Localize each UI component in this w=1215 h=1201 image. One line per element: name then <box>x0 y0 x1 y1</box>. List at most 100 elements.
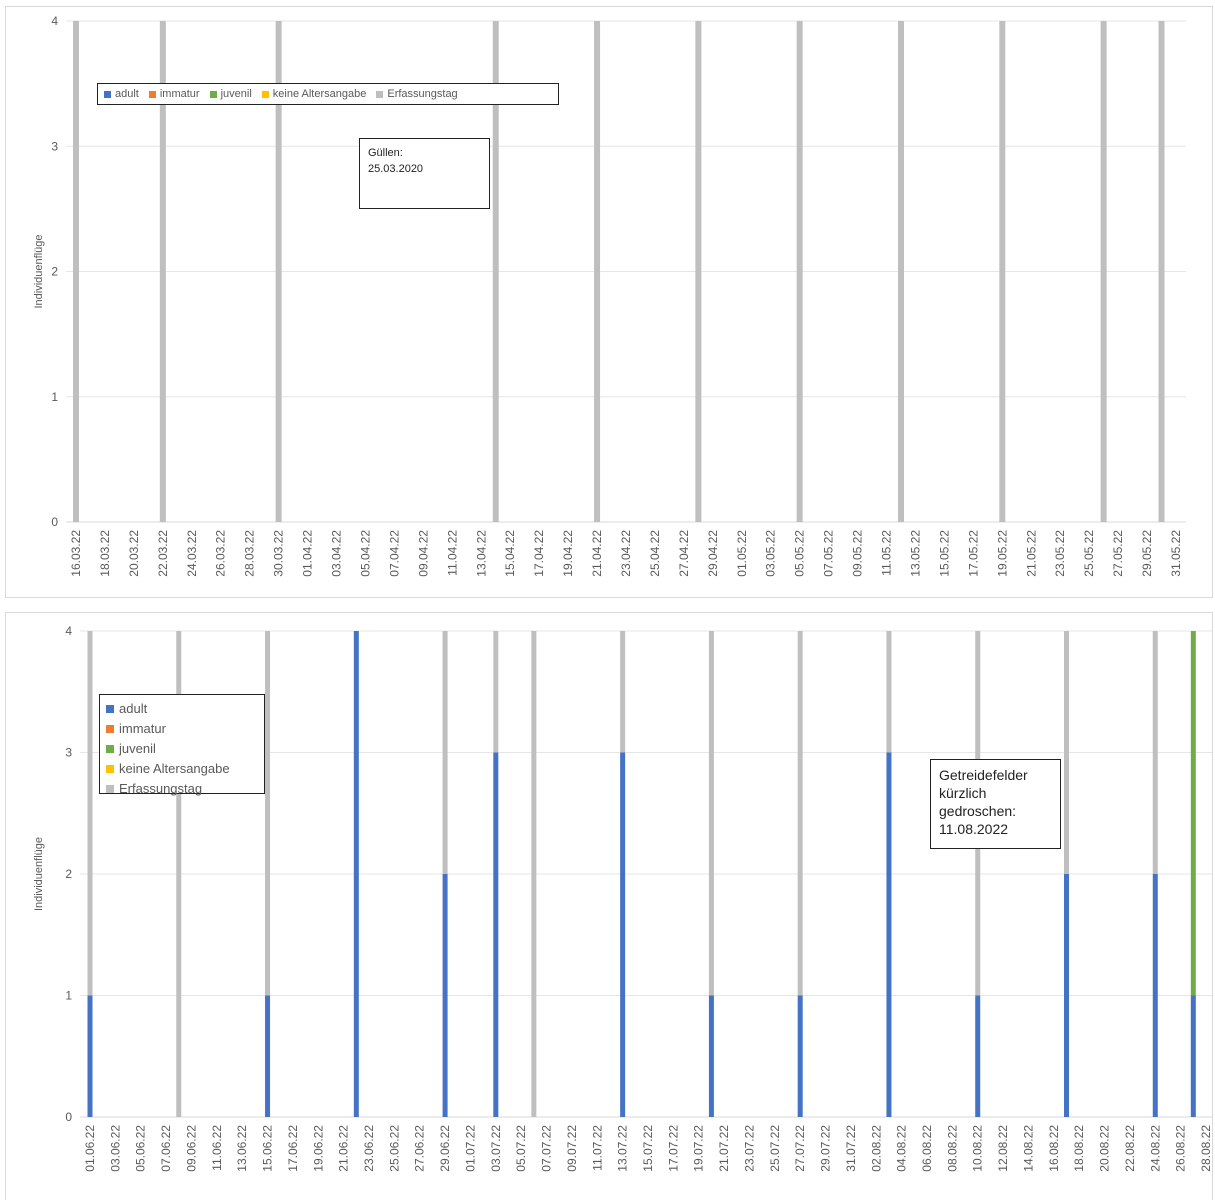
legend-swatch-immatur <box>106 725 114 733</box>
top-xtick-label-6: 28.03.22 <box>243 530 257 577</box>
bottom-xtick-label-14: 29.06.22 <box>438 1125 452 1172</box>
top-ytick-label-2: 2 <box>51 265 58 279</box>
bottom-y-axis-label: Individuenflüge <box>33 837 45 911</box>
bottom-ytick-label-4: 4 <box>65 624 72 638</box>
bottom-bar-erfassungstag-24.08.22 <box>1152 631 1158 874</box>
top-xtick-label-12: 09.04.22 <box>416 530 430 577</box>
bottom-xtick-label-29: 29.07.22 <box>819 1125 833 1172</box>
bottom-bar-adult-15.06.22 <box>265 995 271 1117</box>
bottom-xtick-label-28: 27.07.22 <box>793 1125 807 1172</box>
top-ytick-label-3: 3 <box>51 139 58 153</box>
bottom-bar-adult-13.07.22 <box>620 752 626 1117</box>
bottom-xtick-label-44: 28.08.22 <box>1199 1125 1212 1172</box>
bottom-bar-erfassungstag-01.06.22 <box>87 631 93 996</box>
top-xtick-label-30: 15.05.22 <box>937 530 951 577</box>
top-bar-erfassungstag-30.03.22 <box>275 21 282 522</box>
legend-label-erfassungstag: Erfassungstag <box>387 88 458 100</box>
bottom-xtick-label-38: 16.08.22 <box>1047 1125 1061 1172</box>
bottom-xtick-label-41: 22.08.22 <box>1123 1125 1137 1172</box>
top-xtick-label-25: 05.05.22 <box>793 530 807 577</box>
bottom-bar-erfassungstag-08.06.22 <box>176 631 182 1117</box>
chart-panel-bottom: 0 1 2 3 4 Individuenflüge 01.06.22 03.06.22 05.0… <box>5 612 1213 1200</box>
top-xtick-label-26: 07.05.22 <box>822 530 836 577</box>
top-xtick-label-11: 07.04.22 <box>387 530 401 577</box>
legend-swatch-keine-altersangabe <box>106 765 114 773</box>
bottom-ytick-label-2: 2 <box>65 867 72 881</box>
bottom-xtick-label-16: 03.07.22 <box>489 1125 503 1172</box>
legend-label-juvenil: juvenil <box>220 88 252 100</box>
bottom-bar-erfassungstag-03.07.22 <box>493 631 499 753</box>
top-xtick-label-21: 27.04.22 <box>677 530 691 577</box>
annotation-getreidefelder-line-3: 11.08.2022 <box>939 821 1009 837</box>
top-bar-erfassungstag-26.05.22 <box>1100 21 1107 522</box>
bottom-xtick-label-30: 31.07.22 <box>844 1125 858 1172</box>
bottom-xtick-label-24: 19.07.22 <box>692 1125 706 1172</box>
bottom-bar-erfassungstag-20.07.22 <box>708 631 714 996</box>
legend-item-juvenil: juvenil <box>209 88 252 100</box>
legend-label-immatur: immatur <box>119 721 166 736</box>
bottom-xtick-label-31: 02.08.22 <box>869 1125 883 1172</box>
bottom-xtick-label-22: 15.07.22 <box>641 1125 655 1172</box>
bottom-xtick-label-26: 23.07.22 <box>742 1125 756 1172</box>
bottom-xtick-label-20: 11.07.22 <box>590 1125 604 1171</box>
top-xtick-label-29: 13.05.22 <box>908 530 922 577</box>
top-xtick-label-7: 30.03.22 <box>272 530 286 577</box>
bottom-xtick-label-5: 11.06.22 <box>210 1125 224 1171</box>
top-xtick-label-4: 24.03.22 <box>185 530 199 577</box>
legend-swatch-adult <box>104 90 111 98</box>
legend-top: adult immatur juvenil keine Altersangabe… <box>97 83 559 105</box>
legend-item-immatur: immatur <box>106 719 258 739</box>
bottom-xtick-label-3: 07.06.22 <box>159 1125 173 1172</box>
top-ytick-label-4: 4 <box>51 14 58 28</box>
legend-label-erfassungstag: Erfassungstag <box>119 781 203 796</box>
bottom-xtick-label-11: 23.06.22 <box>362 1125 376 1172</box>
top-xtick-label-28: 11.05.22 <box>880 530 894 576</box>
bottom-xtick-label-8: 17.06.22 <box>286 1125 300 1172</box>
bottom-bar-adult-20.07.22 <box>708 995 714 1117</box>
top-ytick-label-1: 1 <box>51 390 58 404</box>
bottom-xtick-label-18: 07.07.22 <box>540 1125 554 1172</box>
top-xtick-label-34: 23.05.22 <box>1053 530 1067 577</box>
top-xtick-label-27: 09.05.22 <box>851 530 865 577</box>
bottom-xtick-label-0: 01.06.22 <box>83 1125 97 1172</box>
top-xtick-label-10: 05.04.22 <box>358 530 372 577</box>
bottom-xtick-label-27: 25.07.22 <box>768 1125 782 1172</box>
bottom-xtick-label-36: 12.08.22 <box>996 1125 1010 1172</box>
bottom-xtick-label-39: 18.08.22 <box>1072 1125 1086 1172</box>
bottom-xtick-label-9: 19.06.22 <box>311 1125 325 1172</box>
bottom-xtick-label-15: 01.07.22 <box>463 1125 477 1172</box>
top-xtick-label-18: 21.04.22 <box>590 530 604 577</box>
bottom-xtick-label-21: 13.07.22 <box>616 1125 630 1172</box>
bottom-bar-erfassungstag-17.08.22 <box>1064 631 1069 874</box>
legend-label-juvenil: juvenil <box>119 741 156 756</box>
bottom-xtick-label-25: 21.07.22 <box>717 1125 731 1172</box>
bottom-bar-adult-24.08.22 <box>1152 874 1158 1117</box>
bottom-ytick-label-3: 3 <box>65 746 72 760</box>
legend-swatch-immatur <box>148 90 156 98</box>
bottom-ytick-label-1: 1 <box>65 989 72 1003</box>
annotation-getreidefelder-line-1: kürzlich <box>939 785 987 801</box>
annotation-guellen-line-1: 25.03.2020 <box>368 163 424 175</box>
top-xtick-label-15: 15.04.22 <box>503 530 517 577</box>
top-xtick-label-17: 19.04.22 <box>561 530 575 577</box>
bottom-bar-adult-22.06.22 <box>353 631 359 1117</box>
bottom-xtick-label-23: 17.07.22 <box>666 1125 680 1172</box>
legend-item-adult: adult <box>106 699 258 719</box>
bottom-xtick-label-13: 27.06.22 <box>413 1125 427 1172</box>
legend-label-adult: adult <box>119 701 148 716</box>
top-xtick-label-16: 17.04.22 <box>532 530 546 577</box>
bottom-xtick-label-37: 14.08.22 <box>1021 1125 1035 1172</box>
top-xtick-label-19: 23.04.22 <box>619 530 633 577</box>
top-xtick-label-37: 29.05.22 <box>1140 530 1154 577</box>
top-xtick-label-23: 01.05.22 <box>735 530 749 577</box>
legend-label-adult: adult <box>115 88 139 100</box>
top-xtick-label-13: 11.04.22 <box>445 530 459 576</box>
annotation-guellen-line-0: Güllen: <box>368 147 403 159</box>
chart-bottom-svg: 0 1 2 3 4 Individuenflüge 01.06.22 03.06.22 05.0… <box>33 624 1212 1172</box>
bottom-xtick-label-40: 20.08.22 <box>1098 1125 1112 1172</box>
bottom-bar-adult-27.07.22 <box>797 995 803 1117</box>
legend-item-erfassungstag: Erfassungstag <box>106 779 258 799</box>
legend-swatch-juvenil <box>209 90 217 98</box>
top-xtick-label-20: 25.04.22 <box>648 530 662 577</box>
bottom-xtick-label-34: 08.08.22 <box>945 1125 959 1172</box>
